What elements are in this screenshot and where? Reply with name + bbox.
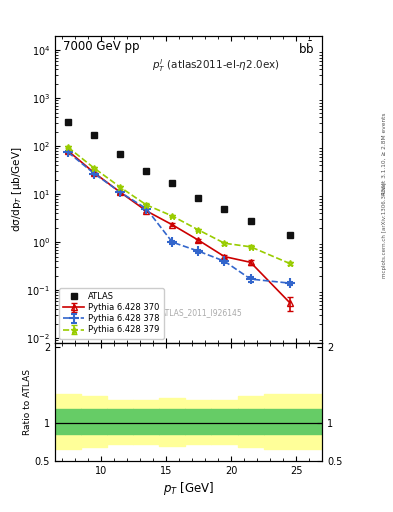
Legend: ATLAS, Pythia 6.428 370, Pythia 6.428 378, Pythia 6.428 379: ATLAS, Pythia 6.428 370, Pythia 6.428 37… [59, 288, 164, 338]
ATLAS [248, 218, 253, 224]
ATLAS [144, 168, 149, 175]
ATLAS [287, 232, 292, 238]
ATLAS [222, 205, 227, 211]
Line: ATLAS: ATLAS [64, 118, 293, 239]
Y-axis label: dσ/dp$_T$ [μb/GeV]: dσ/dp$_T$ [μb/GeV] [9, 146, 24, 232]
X-axis label: $p_T$ [GeV]: $p_T$ [GeV] [163, 480, 214, 497]
Text: mcplots.cern.ch [arXiv:1306.3436]: mcplots.cern.ch [arXiv:1306.3436] [382, 183, 387, 278]
ATLAS [118, 151, 123, 157]
Text: ATLAS_2011_I926145: ATLAS_2011_I926145 [161, 308, 243, 316]
ATLAS [66, 119, 70, 125]
Text: 7000 GeV pp: 7000 GeV pp [63, 40, 140, 53]
ATLAS [196, 195, 201, 201]
ATLAS [92, 132, 97, 138]
Text: $p_T^l$ (atlas2011-el-$\eta$2.0ex): $p_T^l$ (atlas2011-el-$\eta$2.0ex) [152, 57, 279, 74]
Text: b$\bar{\mathrm{b}}$: b$\bar{\mathrm{b}}$ [298, 40, 314, 57]
Text: Rivet 3.1.10, ≥ 2.8M events: Rivet 3.1.10, ≥ 2.8M events [382, 112, 387, 195]
ATLAS [170, 180, 175, 186]
Y-axis label: Ratio to ATLAS: Ratio to ATLAS [23, 369, 32, 435]
